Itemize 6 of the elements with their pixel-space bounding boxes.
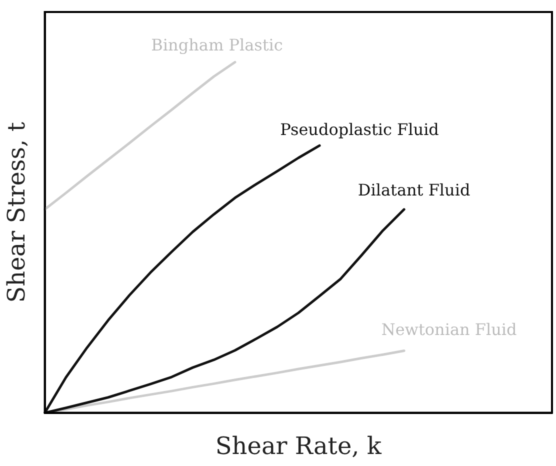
series-label: Newtonian Fluid [381, 320, 517, 339]
y-axis-title: Shear Stress, t [2, 122, 31, 303]
series-label: Pseudoplastic Fluid [280, 120, 439, 139]
series-label: Dilatant Fluid [358, 180, 470, 200]
series-label: Bingham Plastic [151, 35, 283, 54]
x-axis-title: Shear Rate, k [215, 432, 382, 460]
